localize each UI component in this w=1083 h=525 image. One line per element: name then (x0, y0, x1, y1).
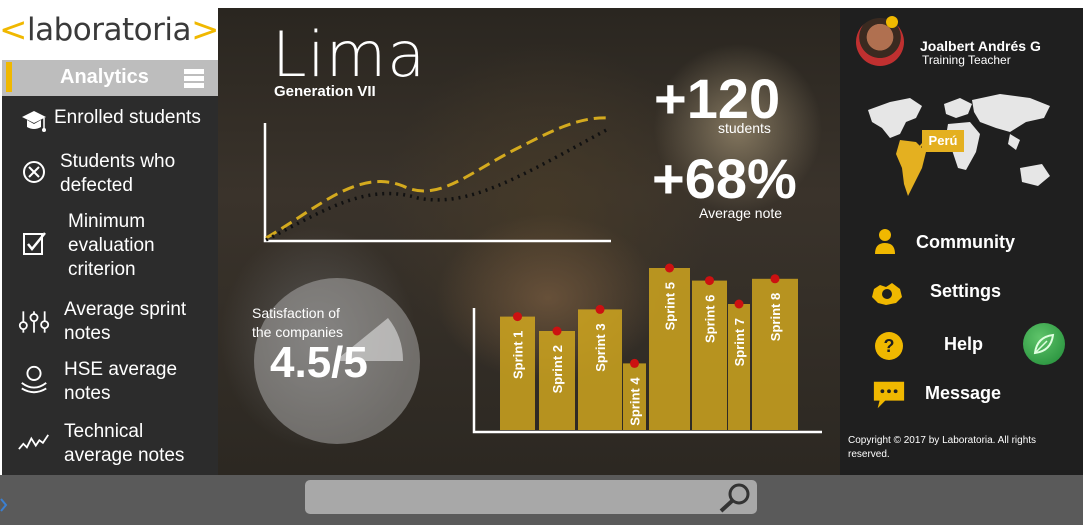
sliders-icon (18, 306, 50, 338)
logo-close-bracket: > (191, 10, 220, 50)
trend-chart (263, 116, 611, 243)
sprint-tick-label: Sprint 8 (768, 293, 783, 341)
help-icon[interactable]: ? (872, 331, 906, 361)
satisfaction-label: Satisfaction of the companies (252, 305, 344, 340)
brand-logo[interactable]: < laboratoria > (0, 0, 220, 60)
sprint-bar[interactable] (500, 316, 535, 430)
sprint-tick-label: Sprint 6 (703, 295, 718, 343)
graduation-cap-icon (18, 106, 50, 138)
sprint-tick-label: Sprint 5 (663, 282, 678, 330)
search-icon[interactable] (718, 482, 752, 514)
user-name: Joalbert Andrés G (920, 38, 1041, 54)
sidebar-item-label: Minimum evaluation criterion (68, 211, 155, 280)
sprint-tick-label: Sprint 3 (593, 323, 608, 371)
sprint-bar[interactable] (578, 309, 622, 430)
sprint-marker (665, 263, 674, 273)
sprint-bar[interactable] (692, 280, 727, 430)
gear-icon[interactable] (870, 278, 904, 308)
sprint-tick-label: Sprint 2 (550, 345, 565, 393)
user-hands-icon (18, 364, 50, 396)
help-link[interactable]: Help (944, 334, 984, 354)
hamburger-menu-icon[interactable] (184, 69, 204, 89)
trend-series-dashed (265, 116, 611, 240)
country-label: Perú (922, 130, 964, 152)
sidebar-item-label: Enrolled students (54, 107, 201, 128)
sprint-tick-label: Sprint 7 (732, 318, 747, 366)
community-icon[interactable] (868, 226, 902, 256)
sprint-marker (705, 276, 714, 286)
user-role: Training Teacher (922, 53, 1011, 67)
status-dot (886, 16, 898, 28)
sidebar-header-label: Analytics (60, 66, 149, 88)
sidebar-item-students-who-defected[interactable]: Students who defected (2, 150, 218, 198)
copyright-text: Copyright © 2017 by Laboratoria. All rig… (848, 435, 1037, 460)
trend-series-dotted (265, 126, 611, 242)
sprint-bar[interactable] (728, 304, 750, 430)
hero-graphics: Sprint 1 Sprint 2 Sprint 3 Sprint 4 Sprint 5… (263, 116, 822, 434)
leaf-icon[interactable] (1023, 323, 1065, 365)
average-note-label: Average note (699, 205, 783, 221)
sidebar-item-minimum-evaluation-criterion[interactable]: Minimum evaluation criterion (2, 210, 218, 282)
bottom-bar (0, 475, 1083, 525)
sprint-marker (734, 299, 744, 309)
sprint-bar-chart: Sprint 1 Sprint 2 Sprint 3 Sprint 4 Sprint 5… (500, 263, 798, 430)
sprint-marker (552, 326, 562, 336)
sprint-bar[interactable] (752, 278, 798, 430)
world-map[interactable] (860, 88, 1060, 208)
community-link[interactable]: Community (916, 232, 1015, 252)
sidebar-header: Analytics (2, 60, 218, 96)
sidebar-header-accent (6, 62, 12, 92)
students-count: +120 (654, 67, 781, 130)
sidebar-item-label: Technical average notes (64, 421, 185, 466)
bar-chart-axes (472, 308, 822, 434)
circle-x-icon (18, 156, 50, 188)
sprint-marker (630, 358, 639, 368)
sidebar-item-label: Students who defected (60, 151, 176, 196)
hero-panel: Sprint 1 Sprint 2 Sprint 3 Sprint 4 Sprint 5… (218, 8, 840, 475)
satisfaction-value: 4.5/5 (270, 338, 368, 387)
sidebar-item-label: HSE average notes (64, 359, 178, 404)
sprint-marker (595, 304, 605, 314)
sidebar-item-label: Average sprint notes (64, 299, 187, 344)
sprint-bar[interactable] (539, 331, 575, 430)
city-title: Lima (272, 18, 427, 91)
sidebar-item-hse-average-notes[interactable]: HSE average notes (2, 358, 218, 406)
sprint-marker (770, 274, 780, 284)
sidebar-item-enrolled-students[interactable]: Enrolled students (2, 106, 218, 138)
sprint-tick-label: Sprint 1 (511, 331, 526, 379)
sidebar-item-technical-average-notes[interactable]: Technical average notes (2, 420, 218, 468)
message-link[interactable]: Message (925, 383, 1002, 403)
checklist-icon (18, 228, 50, 260)
sprint-bar[interactable] (623, 363, 646, 430)
sprint-bar[interactable] (649, 268, 690, 430)
sprint-marker (513, 312, 522, 322)
corner-indicator-icon (0, 498, 8, 512)
logo-open-bracket: < (0, 10, 28, 50)
generation-subtitle: Generation VII (274, 83, 376, 100)
trend-line-icon (18, 426, 50, 458)
svg-text:?: ? (884, 336, 895, 356)
search-input[interactable] (305, 480, 757, 514)
message-icon[interactable] (872, 380, 906, 410)
sidebar-item-average-sprint-notes[interactable]: Average sprint notes (2, 298, 218, 346)
satisfaction-gauge (254, 278, 420, 444)
trend-chart-axes (263, 123, 611, 243)
settings-link[interactable]: Settings (930, 281, 1002, 301)
students-label: students (718, 120, 771, 136)
sidebar (2, 60, 218, 475)
logo-wordmark: laboratoria (27, 12, 191, 48)
average-note-value: +68% (652, 147, 797, 210)
right-panel: Joalbert Andrés G Training Teacher Perú … (840, 8, 1083, 475)
sprint-tick-label: Sprint 4 (628, 377, 643, 426)
satisfaction-gauge-slice (335, 318, 404, 361)
